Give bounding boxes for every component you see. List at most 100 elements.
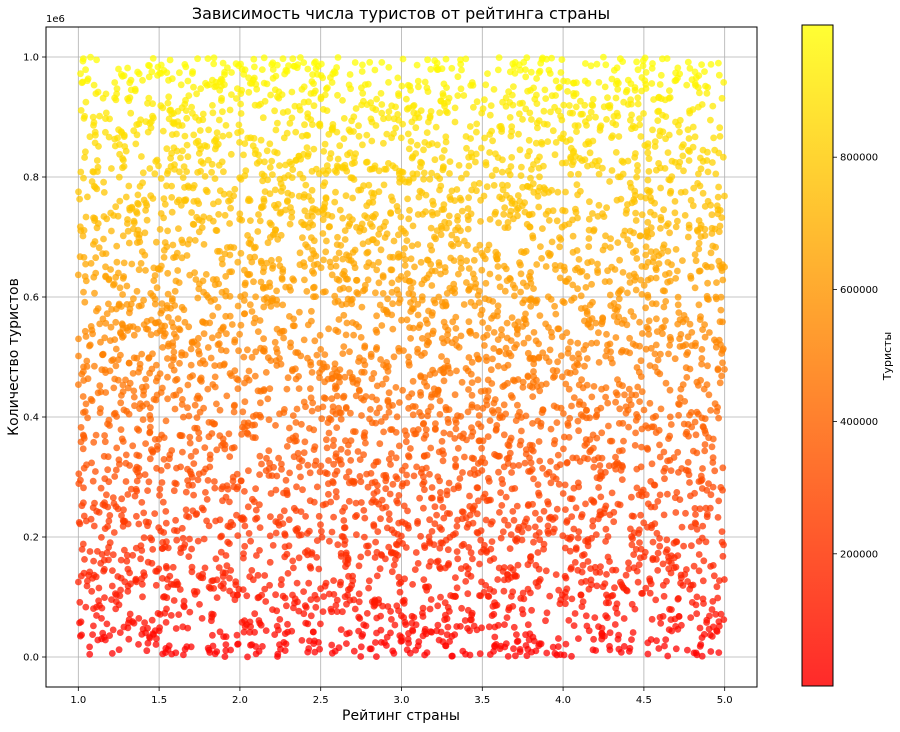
data-point — [543, 381, 550, 388]
data-point — [654, 117, 661, 124]
data-point — [484, 497, 491, 504]
data-point — [414, 241, 421, 248]
data-point — [226, 430, 233, 437]
data-point — [485, 387, 492, 394]
data-point — [482, 582, 489, 589]
data-point — [586, 627, 593, 634]
data-point — [309, 222, 316, 229]
data-point — [482, 255, 489, 262]
data-point — [330, 437, 337, 444]
data-point — [697, 641, 704, 648]
data-point — [380, 274, 387, 281]
data-point — [97, 560, 104, 567]
data-point — [301, 207, 308, 214]
data-point — [500, 528, 507, 535]
data-point — [454, 548, 461, 555]
data-point — [436, 175, 443, 182]
data-point — [362, 81, 369, 88]
data-point — [692, 511, 699, 518]
data-point — [677, 394, 684, 401]
data-point — [594, 583, 601, 590]
data-point — [320, 257, 327, 264]
data-point — [365, 585, 372, 592]
data-point — [438, 353, 445, 360]
data-point — [82, 148, 89, 155]
data-point — [696, 90, 703, 97]
data-point — [76, 620, 83, 627]
data-point — [350, 596, 357, 603]
data-point — [156, 492, 163, 499]
data-point — [530, 368, 537, 375]
data-point — [205, 344, 212, 351]
data-point — [400, 56, 407, 63]
data-point — [302, 182, 309, 189]
data-point — [157, 611, 164, 618]
data-point — [412, 124, 419, 131]
data-point — [288, 214, 295, 221]
data-point — [451, 257, 458, 264]
data-point — [465, 216, 472, 223]
data-point — [387, 630, 394, 637]
data-point — [536, 173, 543, 180]
data-point — [585, 80, 592, 87]
data-point — [411, 473, 418, 480]
data-point — [527, 87, 534, 94]
data-point — [352, 247, 359, 254]
data-point — [161, 195, 168, 202]
data-point — [374, 528, 381, 535]
data-point — [253, 651, 260, 658]
data-point — [200, 160, 207, 167]
data-point — [573, 209, 580, 216]
data-point — [185, 382, 192, 389]
data-point — [549, 334, 556, 341]
data-point — [112, 319, 119, 326]
data-point — [237, 90, 244, 97]
data-point — [255, 328, 262, 335]
data-point — [434, 60, 441, 67]
data-point — [360, 240, 367, 247]
data-point — [589, 161, 596, 168]
data-point — [420, 576, 427, 583]
data-point — [522, 73, 529, 80]
data-point — [519, 116, 526, 123]
data-point — [222, 442, 229, 449]
data-point — [134, 131, 141, 138]
data-point — [693, 650, 700, 657]
data-point — [93, 612, 100, 619]
data-point — [517, 262, 524, 269]
data-point — [310, 629, 317, 636]
data-point — [377, 613, 384, 620]
data-point — [339, 533, 346, 540]
data-point — [632, 606, 639, 613]
data-point — [443, 108, 450, 115]
data-point — [112, 203, 119, 210]
data-point — [615, 632, 622, 639]
data-point — [110, 385, 117, 392]
data-point — [709, 243, 716, 250]
data-point — [109, 567, 116, 574]
data-point — [222, 647, 229, 654]
data-point — [553, 78, 560, 85]
data-point — [555, 635, 562, 642]
data-point — [576, 256, 583, 263]
data-point — [227, 313, 234, 320]
data-point — [685, 333, 692, 340]
data-point — [555, 325, 562, 332]
data-point — [637, 133, 644, 140]
data-point — [603, 526, 610, 533]
data-point — [616, 405, 623, 412]
data-point — [491, 86, 498, 93]
data-point — [100, 179, 107, 186]
data-point — [586, 586, 593, 593]
data-point — [636, 369, 643, 376]
data-point — [103, 110, 110, 117]
data-point — [392, 556, 399, 563]
data-point — [355, 122, 362, 129]
data-point — [449, 339, 456, 346]
data-point — [459, 208, 466, 215]
data-point — [102, 129, 109, 136]
data-point — [384, 295, 391, 302]
data-point — [228, 69, 235, 76]
data-point — [539, 465, 546, 472]
data-point — [240, 152, 247, 159]
